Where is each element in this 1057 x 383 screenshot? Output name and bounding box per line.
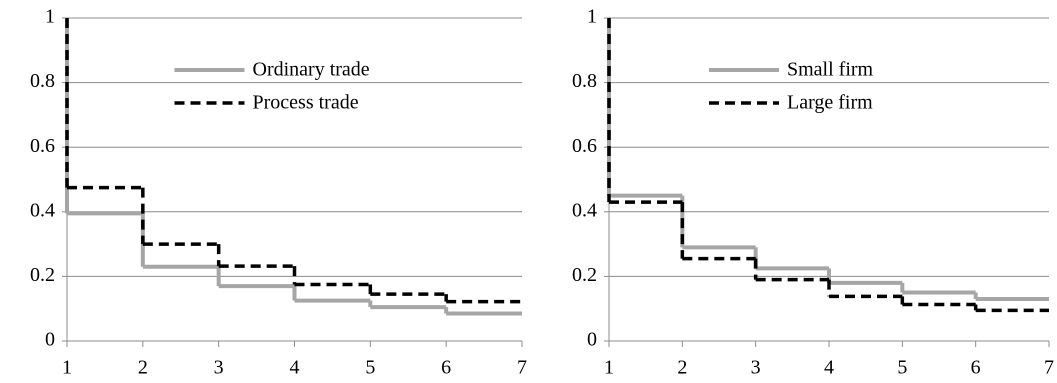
y-tick-label: 0.2 — [30, 264, 55, 286]
x-tick-label: 2 — [677, 357, 687, 379]
x-tick-label: 3 — [214, 357, 224, 379]
y-tick-label: 0.4 — [572, 199, 597, 221]
y-tick-label: 0.8 — [572, 70, 597, 92]
y-tick-label: 0.8 — [30, 70, 55, 92]
x-tick-label: 7 — [1044, 357, 1054, 379]
x-tick-label: 5 — [897, 357, 907, 379]
x-tick-label: 4 — [824, 357, 834, 379]
y-tick-label: 0.6 — [572, 135, 597, 157]
y-tick-label: 0.2 — [572, 264, 597, 286]
legend-label: Process trade — [253, 92, 359, 114]
legend-label: Large firm — [787, 92, 873, 114]
y-tick-label: 0.6 — [30, 135, 55, 157]
chart-panel: 0 0.2 0.4 0.6 0.8 1 1 2 3 4 5 6 7 Ordinary trade Proce… — [30, 6, 527, 379]
chart-panel: 0 0.2 0.4 0.6 0.8 1 1 2 3 4 5 6 7 Small firm Large fir… — [572, 6, 1054, 379]
x-tick-label: 3 — [751, 357, 761, 379]
y-tick-label: 1 — [587, 6, 597, 28]
x-tick-label: 5 — [365, 357, 375, 379]
legend-label: Ordinary trade — [253, 59, 370, 81]
y-tick-label: 0 — [45, 329, 55, 351]
x-tick-label: 6 — [971, 357, 981, 379]
y-tick-label: 0 — [587, 329, 597, 351]
x-tick-label: 2 — [138, 357, 148, 379]
y-tick-label: 1 — [45, 6, 55, 28]
x-tick-label: 1 — [604, 357, 614, 379]
x-tick-label: 4 — [290, 357, 300, 379]
legend-label: Small firm — [787, 59, 874, 81]
y-tick-label: 0.4 — [30, 199, 55, 221]
x-tick-label: 1 — [62, 357, 72, 379]
x-tick-label: 7 — [517, 357, 527, 379]
x-tick-label: 6 — [441, 357, 451, 379]
